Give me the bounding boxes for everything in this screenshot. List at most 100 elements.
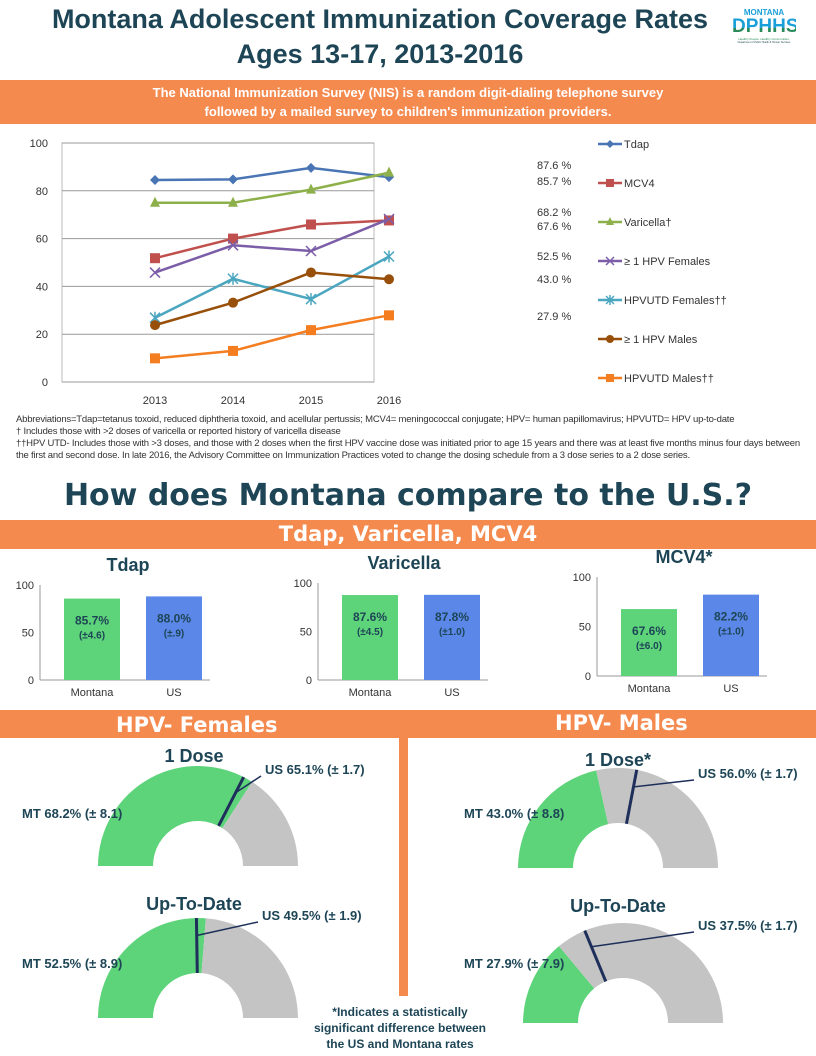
y-tick-label: 100 xyxy=(16,580,34,592)
legend-label: ≥ 1 HPV Males xyxy=(624,334,698,346)
gauge-title: 1 Dose* xyxy=(585,750,651,770)
x-tick-label: Montana xyxy=(349,687,393,699)
gauge-mt-label: MT 68.2% (± 8.1) xyxy=(22,806,122,821)
page-title: Montana Adolescent Immunization Coverage… xyxy=(51,4,709,34)
logo-tagline: Healthy People. Healthy Communities. xyxy=(738,37,790,41)
gauge-us-label: US 37.5% (± 1.7) xyxy=(698,918,798,933)
data-point xyxy=(228,174,238,185)
x-tick-label: US xyxy=(723,683,738,695)
data-point xyxy=(150,253,160,264)
gauge-remainder xyxy=(559,923,723,1023)
gauge-title: 1 Dose xyxy=(164,746,223,766)
us-pointer-line xyxy=(235,775,262,794)
compare-heading: How does Montana compare to the U.S.? xyxy=(63,478,753,513)
bar-chart-title: Tdap xyxy=(107,555,150,575)
note-line3: the US and Montana rates xyxy=(326,1037,474,1051)
bar-ci-label: (±4.6) xyxy=(79,631,105,642)
data-point xyxy=(383,213,395,225)
bar-montana xyxy=(342,595,398,680)
gauge-title: Up-To-Date xyxy=(570,896,666,916)
y-tick-label: 100 xyxy=(294,578,312,590)
legend-label: HPVUTD Males†† xyxy=(624,373,714,385)
bar-ci-label: (±4.5) xyxy=(357,627,383,638)
banner-line2: followed by a mailed survey to children'… xyxy=(204,104,612,119)
note-line2: significant difference between xyxy=(313,1021,487,1035)
end-value-label: 27.9 % xyxy=(537,311,571,323)
data-point xyxy=(384,166,394,177)
bar-ci-label: (±1.0) xyxy=(718,627,744,638)
data-point xyxy=(228,196,238,207)
data-point xyxy=(606,374,614,382)
bar-ci-label: (±6.0) xyxy=(636,641,662,652)
data-point xyxy=(150,353,160,364)
y-tick-label: 40 xyxy=(36,281,48,293)
bar-us xyxy=(424,594,480,680)
gauge-us-label: US 65.1% (± 1.7) xyxy=(265,762,365,777)
data-point xyxy=(305,293,317,306)
bar-value-label: 87.8% xyxy=(435,610,469,624)
gauge-us-marker xyxy=(624,769,639,825)
data-point xyxy=(228,233,238,244)
gauge-mt-label: MT 27.9% (± 7.9) xyxy=(464,956,564,971)
hpv-banner xyxy=(0,710,816,738)
y-tick-label: 0 xyxy=(306,675,312,687)
significance-note: *Indicates a statistically significant d… xyxy=(300,1004,500,1052)
data-point xyxy=(306,162,316,173)
y-tick-label: 100 xyxy=(30,138,48,150)
end-value-label: 85.7 % xyxy=(537,176,571,188)
y-tick-label: 80 xyxy=(36,186,48,198)
gauge-mt-label: MT 43.0% (± 8.8) xyxy=(464,806,564,821)
series-line xyxy=(154,166,390,182)
gauge-us-marker xyxy=(194,917,199,974)
footnote-dagger: † Includes those with >2 doses of varice… xyxy=(16,426,341,437)
data-point xyxy=(306,325,316,336)
x-tick-label: 2013 xyxy=(143,395,167,407)
y-tick-label: 20 xyxy=(36,329,48,341)
x-tick-label: 2014 xyxy=(221,395,245,407)
y-tick-label: 50 xyxy=(579,622,591,634)
data-point xyxy=(606,179,614,187)
bar-montana xyxy=(621,609,677,676)
bar-montana xyxy=(64,598,120,680)
hpv-gauges: 1 Dose US 65.1% (± 1.7) MT 68.2% (± 8.1) Up… xyxy=(22,746,798,1023)
data-point xyxy=(306,219,316,230)
series-line xyxy=(155,171,390,204)
bar-value-label: 87.6% xyxy=(353,610,387,624)
y-tick-label: 0 xyxy=(28,675,34,687)
series-line xyxy=(154,271,390,327)
bar-value-label: 82.2% xyxy=(714,610,748,624)
data-point xyxy=(384,274,394,285)
data-point xyxy=(305,245,317,257)
data-point xyxy=(150,320,160,331)
data-point xyxy=(384,215,394,226)
logo-dept: Department of Public Health & Human Serv… xyxy=(737,41,791,44)
data-point xyxy=(306,183,316,194)
gauge-mt-label: MT 52.5% (± 8.9) xyxy=(22,956,122,971)
gauge-remainder xyxy=(222,781,298,866)
us-pointer-line xyxy=(591,931,695,948)
section-divider xyxy=(399,738,408,996)
x-tick-label: US xyxy=(444,687,459,699)
gauge-montana-fill xyxy=(523,946,595,1023)
end-value-label: 43.0 % xyxy=(537,274,571,286)
section-banner-tdap-varicella-mcv4: Tdap, Varicella, MCV4 xyxy=(0,520,816,549)
y-tick-label: 60 xyxy=(36,234,48,246)
x-tick-label: US xyxy=(166,687,181,699)
gauge-montana-fill xyxy=(98,766,253,866)
data-point xyxy=(228,297,238,308)
gauge-remainder xyxy=(201,918,298,1018)
bar-chart-title: Varicella xyxy=(367,553,441,573)
logo-text-main: DPHHS xyxy=(732,16,799,37)
bar-ci-label: (±1.0) xyxy=(439,627,465,638)
data-point xyxy=(605,295,615,305)
data-point xyxy=(227,272,239,285)
logo-text-top: MONTANA xyxy=(743,8,785,17)
gauge-us-marker xyxy=(583,930,608,982)
gauge-us-label: US 56.0% (± 1.7) xyxy=(698,766,798,781)
comparison-bar-charts: Tdap 0 50 100 85.7% (±4.6) Montana 88.0% (±.9) US… xyxy=(16,549,767,699)
us-pointer-line xyxy=(196,921,259,937)
x-tick-label: Montana xyxy=(628,683,672,695)
footnotes: Abbreviations=Tdap=tetanus toxoid, reduc… xyxy=(16,414,812,462)
hpv-males-heading: HPV- Males xyxy=(555,711,688,735)
legend-label: HPVUTD Females†† xyxy=(624,295,727,307)
